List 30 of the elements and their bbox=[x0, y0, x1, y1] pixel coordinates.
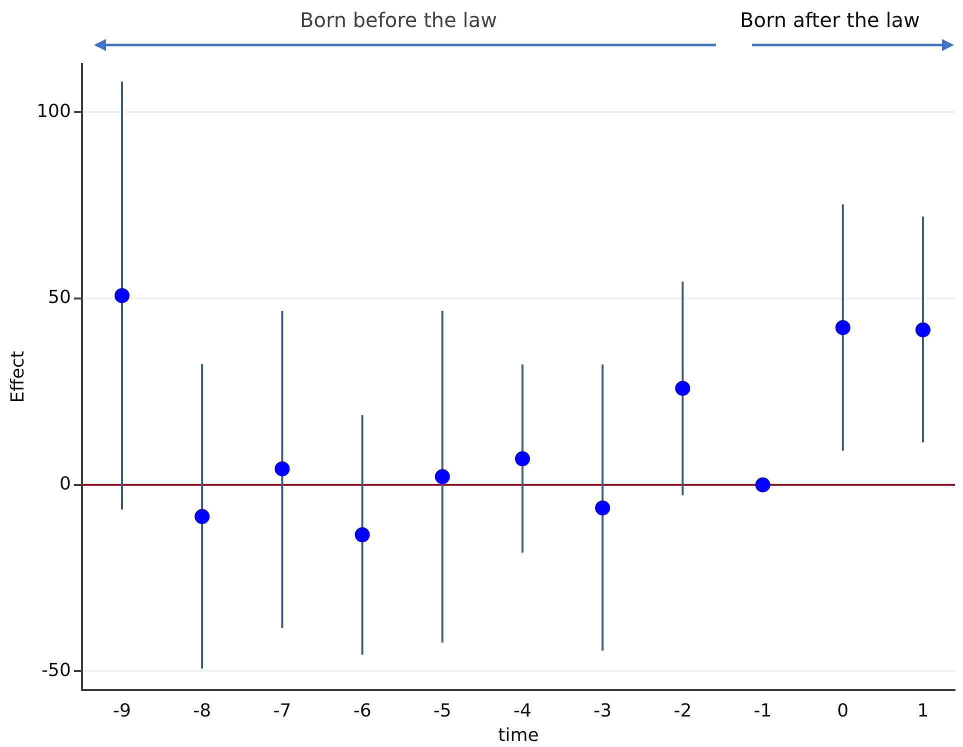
point bbox=[915, 322, 930, 338]
x-tick-label: -2 bbox=[674, 700, 692, 722]
point bbox=[755, 477, 770, 492]
x-tick-label: 1 bbox=[917, 700, 929, 722]
x-tick-label: -6 bbox=[353, 700, 372, 722]
y-tick-label: 0 bbox=[60, 474, 71, 495]
point bbox=[354, 527, 370, 542]
x-tick-label: -9 bbox=[113, 700, 131, 722]
point bbox=[835, 320, 850, 336]
point bbox=[114, 288, 130, 304]
y-axis-title: Effect bbox=[7, 350, 28, 403]
x-axis-title: time bbox=[498, 724, 539, 746]
point bbox=[675, 380, 690, 396]
y-tick-label: -50 bbox=[42, 660, 71, 681]
point bbox=[274, 461, 290, 476]
x-tick-label: -3 bbox=[594, 700, 612, 722]
point bbox=[514, 451, 530, 466]
x-tick-label: -1 bbox=[754, 700, 772, 722]
y-tick-label: 50 bbox=[48, 287, 71, 308]
point bbox=[434, 469, 450, 484]
text: Born after the law bbox=[740, 8, 920, 32]
x-tick-label: -4 bbox=[514, 700, 532, 722]
x-tick-label: 0 bbox=[837, 700, 849, 722]
y-tick-label: 100 bbox=[36, 100, 71, 122]
text: Born before the law bbox=[300, 8, 497, 32]
point bbox=[595, 500, 610, 516]
x-tick-label: -7 bbox=[273, 700, 292, 722]
x-tick-label: -5 bbox=[433, 700, 452, 722]
point bbox=[194, 509, 210, 524]
x-tick-label: -8 bbox=[193, 700, 212, 722]
